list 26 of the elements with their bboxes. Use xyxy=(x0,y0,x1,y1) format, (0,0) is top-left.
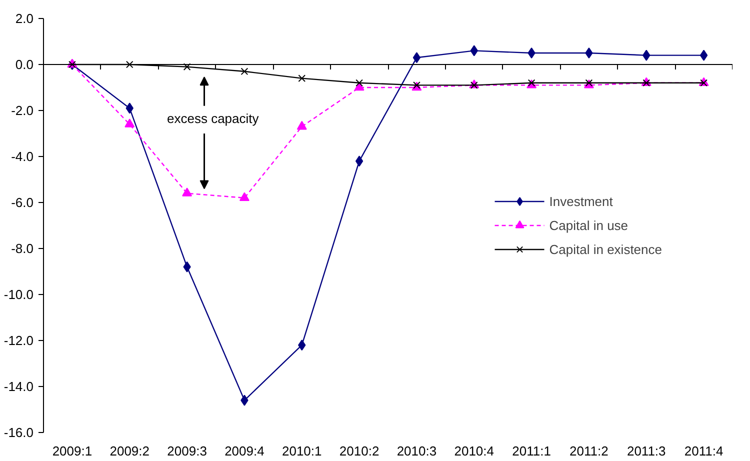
y-tick-label: 2.0 xyxy=(15,11,34,26)
legend-label: Investment xyxy=(549,194,613,208)
x-tick-label: 2009:1 xyxy=(52,444,92,458)
x-tick-label: 2011:3 xyxy=(626,444,666,458)
x-tick-label: 2010:3 xyxy=(396,444,437,458)
y-tick-label: -8.0 xyxy=(11,241,34,256)
y-tick-label: 0.0 xyxy=(15,57,34,72)
annotation: excess capacity xyxy=(167,111,260,126)
legend-label: Capital in use xyxy=(549,218,628,232)
y-tick-label: -16.0 xyxy=(4,425,34,440)
x-tick-label: 2010:4 xyxy=(454,444,494,458)
x-tick-label: 2009:3 xyxy=(167,444,207,458)
y-tick-label: -10.0 xyxy=(4,287,34,302)
x-tick-label: 2009:4 xyxy=(224,444,264,458)
x-tick-label: 2011:1 xyxy=(512,444,551,458)
y-tick-label: -2.0 xyxy=(11,103,34,118)
y-tick-label: -6.0 xyxy=(11,195,34,210)
x-tick-label: 2011:4 xyxy=(684,444,724,458)
legend-label: Capital in existence xyxy=(549,242,662,256)
x-tick-label: 2011:2 xyxy=(570,444,608,458)
y-tick-label: -4.0 xyxy=(11,149,34,164)
x-tick-label: 2010:1 xyxy=(282,444,322,458)
y-tick-label: -14.0 xyxy=(4,379,34,394)
y-tick-label: -12.0 xyxy=(4,333,34,348)
x-tick-label: 2009:2 xyxy=(110,444,150,458)
x-tick-label: 2010:2 xyxy=(339,444,380,458)
